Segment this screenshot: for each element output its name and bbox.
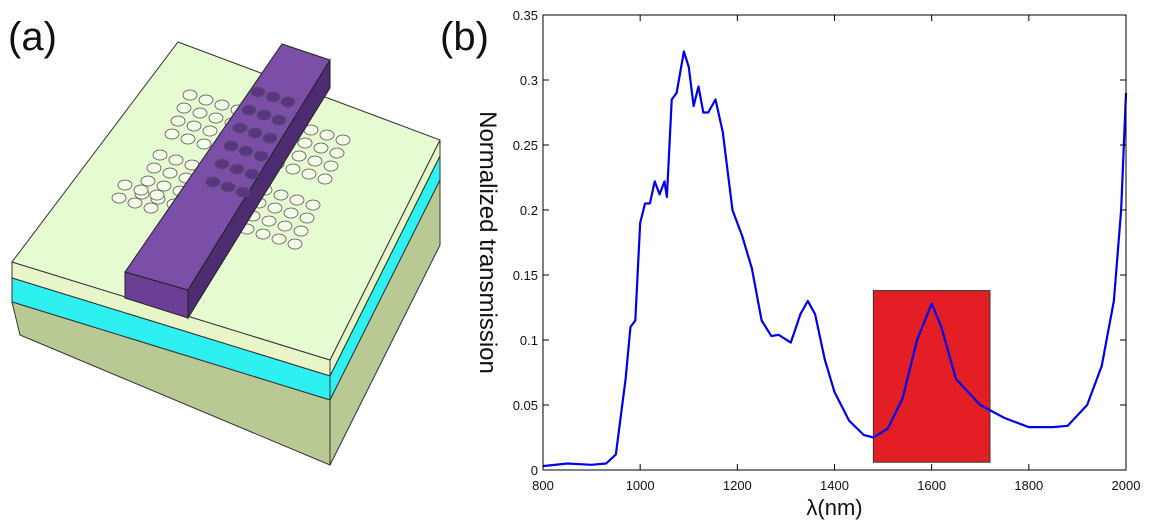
y-tick-label: 0.2	[520, 203, 538, 218]
hole	[265, 91, 281, 103]
y-tick-label: 0.05	[513, 398, 538, 413]
hole	[111, 192, 127, 204]
hole	[220, 181, 236, 193]
highlight-box	[872, 290, 991, 463]
hole	[198, 94, 214, 106]
hole	[238, 145, 254, 157]
y-tick-label: 0.15	[513, 268, 538, 283]
x-tick-label: 1800	[1014, 478, 1043, 493]
hole	[285, 163, 301, 175]
hole	[262, 132, 278, 144]
hole	[143, 202, 159, 214]
hole	[293, 225, 309, 237]
hole	[313, 142, 329, 154]
y-tick-label: 0.35	[513, 8, 538, 23]
y-tick-label: 0.3	[520, 73, 538, 88]
hole	[256, 109, 272, 121]
hole	[214, 158, 230, 170]
x-tick-label: 1600	[917, 478, 946, 493]
hole	[176, 102, 192, 114]
hole	[229, 163, 245, 175]
hole	[289, 194, 305, 206]
hole	[297, 137, 313, 149]
hole	[162, 167, 178, 179]
y-tick-label: 0.1	[520, 333, 538, 348]
hole	[182, 89, 198, 101]
x-tick-label: 800	[532, 478, 554, 493]
hole	[319, 129, 335, 141]
hole	[301, 168, 317, 180]
hole	[170, 115, 186, 127]
hole	[244, 168, 260, 180]
hole	[255, 228, 271, 240]
chart: 800 1000 1200 1400 1600 1800 2000 0 0.05 0.1 0.15 0…	[474, 8, 1140, 520]
device-diagram	[11, 41, 441, 466]
hole	[280, 96, 296, 108]
hole	[329, 147, 345, 159]
hole	[247, 127, 263, 139]
hole	[291, 150, 307, 162]
hole	[323, 160, 339, 172]
y-tick-label: 0	[531, 463, 538, 478]
hole	[305, 199, 321, 211]
hole	[117, 179, 133, 191]
hole	[223, 140, 239, 152]
hole	[271, 114, 287, 126]
hole	[205, 176, 221, 188]
hole	[127, 197, 143, 209]
hole	[299, 212, 315, 224]
hole	[317, 173, 333, 185]
hole	[277, 220, 293, 232]
hole	[196, 138, 212, 150]
hole	[208, 112, 224, 124]
panel-label: (a)	[8, 15, 57, 59]
y-tick-label: 0.25	[513, 138, 538, 153]
hole	[214, 99, 230, 111]
hole	[307, 155, 323, 167]
hole	[241, 104, 257, 116]
hole	[164, 128, 180, 140]
x-tick-label: 1400	[820, 478, 849, 493]
hole	[192, 107, 208, 119]
x-tick-label: 2000	[1112, 478, 1141, 493]
plot-area	[543, 15, 1126, 470]
hole	[180, 133, 196, 145]
hole	[335, 134, 351, 146]
hole	[168, 154, 184, 166]
hole	[261, 215, 277, 227]
hole	[156, 180, 172, 192]
hole	[267, 202, 283, 214]
hole	[146, 162, 162, 174]
hole	[273, 189, 289, 201]
y-axis-label: Normalized transmission	[474, 111, 501, 374]
x-tick-label: 1200	[723, 478, 752, 493]
hole	[235, 186, 251, 198]
x-tick-label: 1000	[626, 478, 655, 493]
substrate-side	[329, 179, 441, 466]
hole	[140, 175, 156, 187]
hole	[202, 125, 218, 137]
panel-label: (b)	[440, 15, 489, 59]
hole	[253, 150, 269, 162]
hole	[283, 207, 299, 219]
x-axis-label: λ(nm)	[806, 495, 862, 520]
hole	[152, 149, 168, 161]
transmission-line	[542, 50, 1128, 468]
hole	[149, 189, 165, 201]
waveguide-holes	[205, 86, 296, 198]
hole	[186, 120, 202, 132]
hole	[232, 122, 248, 134]
hole	[271, 233, 287, 245]
hole	[133, 184, 149, 196]
hole	[250, 86, 266, 98]
hole	[287, 238, 303, 250]
